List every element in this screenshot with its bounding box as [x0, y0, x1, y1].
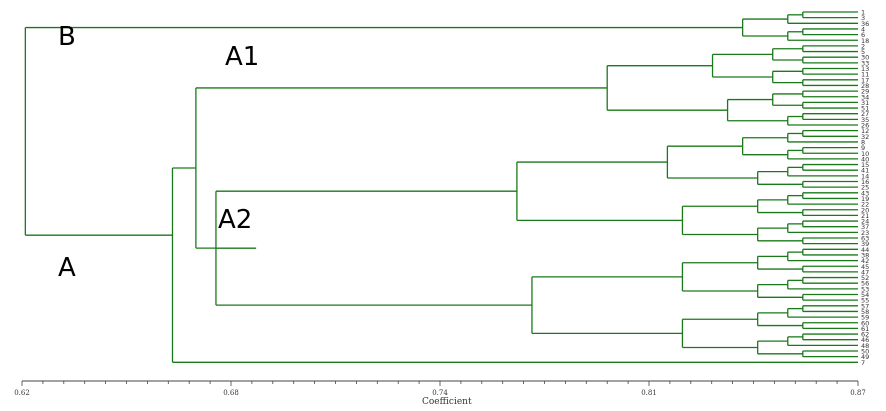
leaf-label: 59 [861, 314, 869, 322]
leaf-label: 10 [861, 150, 869, 158]
leaf-label: 29 [861, 88, 869, 96]
dendrogram-tree [24, 11, 858, 363]
leaf-label: 6 [861, 31, 865, 39]
leaf-label: 26 [861, 122, 869, 130]
leaf-label: 5 [861, 48, 865, 56]
leaf-label: 56 [861, 280, 869, 288]
leaf-label: 48 [861, 342, 869, 350]
leaf-label: 8 [861, 138, 865, 146]
leaf-label: 50 [861, 348, 869, 356]
leaf-labels: 1336461825303313111728293431512735261232… [861, 9, 869, 367]
leaf-label: 9 [861, 144, 865, 152]
leaf-label: 33 [861, 59, 869, 67]
leaf-label: 7 [861, 359, 865, 367]
x-axis-title: Coefficient [422, 397, 472, 407]
leaf-label: 45 [861, 263, 869, 271]
leaf-label: 57 [861, 302, 869, 310]
leaf-label: 36 [861, 20, 869, 28]
leaf-label: 47 [861, 268, 869, 276]
leaf-label: 39 [861, 240, 869, 248]
leaf-label: 41 [861, 167, 869, 175]
leaf-label: 19 [861, 195, 869, 203]
x-tick-label: 0.68 [223, 389, 239, 397]
leaf-label: 22 [861, 201, 869, 209]
leaf-label: 55 [861, 297, 869, 305]
leaf-label: 35 [861, 116, 869, 124]
leaf-label: 54 [861, 291, 869, 299]
leaf-label: 52 [861, 274, 869, 282]
leaf-label: 51 [861, 105, 869, 113]
cluster-label-a2: A2 [218, 205, 253, 235]
leaf-label: 58 [861, 308, 869, 316]
leaf-label: 62 [861, 331, 869, 339]
cluster-label-b: B [58, 22, 76, 52]
leaf-label: 12 [861, 127, 869, 135]
cluster-label-a: A [58, 253, 76, 283]
leaf-label: 1 [861, 9, 865, 17]
x-tick-label: 0.74 [432, 389, 448, 397]
leaf-label: 3 [861, 14, 865, 22]
leaf-label: 43 [861, 189, 869, 197]
leaf-label: 2 [861, 42, 865, 50]
leaf-label: 32 [861, 133, 869, 141]
leaf-label: 13 [861, 65, 869, 73]
leaf-label: 27 [861, 110, 869, 118]
cluster-label-a1: A1 [225, 42, 260, 72]
leaf-label: 42 [861, 257, 869, 265]
leaf-label: 25 [861, 184, 869, 192]
leaf-label: 18 [861, 37, 869, 45]
x-tick-label: 0.81 [641, 389, 657, 397]
leaf-label: 37 [861, 223, 869, 231]
leaf-label: 14 [861, 172, 869, 180]
leaf-label: 21 [861, 212, 869, 220]
leaf-label: 61 [861, 325, 869, 333]
leaf-label: 40 [861, 155, 869, 163]
leaf-label: 53 [861, 285, 869, 293]
leaf-label: 30 [861, 54, 869, 62]
leaf-label: 38 [861, 251, 869, 259]
leaf-label: 4 [861, 25, 865, 33]
leaf-label: 63 [861, 235, 869, 243]
leaf-label: 44 [861, 246, 869, 254]
leaf-label: 17 [861, 76, 869, 84]
leaf-label: 60 [861, 319, 869, 327]
leaf-label: 31 [861, 99, 869, 107]
x-axis: 0.62 0.68 0.74 0.81 0.87 [14, 380, 866, 397]
x-tick-label: 0.62 [14, 389, 30, 397]
leaf-label: 16 [861, 178, 869, 186]
leaf-label: 46 [861, 336, 869, 344]
leaf-label: 23 [861, 229, 869, 237]
leaf-label: 20 [861, 206, 869, 214]
x-tick-label: 0.87 [850, 389, 866, 397]
leaf-label: 34 [861, 93, 869, 101]
leaf-label: 49 [861, 353, 869, 361]
leaf-label: 11 [861, 71, 869, 79]
leaf-label: 15 [861, 161, 869, 169]
leaf-label: 24 [861, 218, 869, 226]
leaf-label: 28 [861, 82, 869, 90]
